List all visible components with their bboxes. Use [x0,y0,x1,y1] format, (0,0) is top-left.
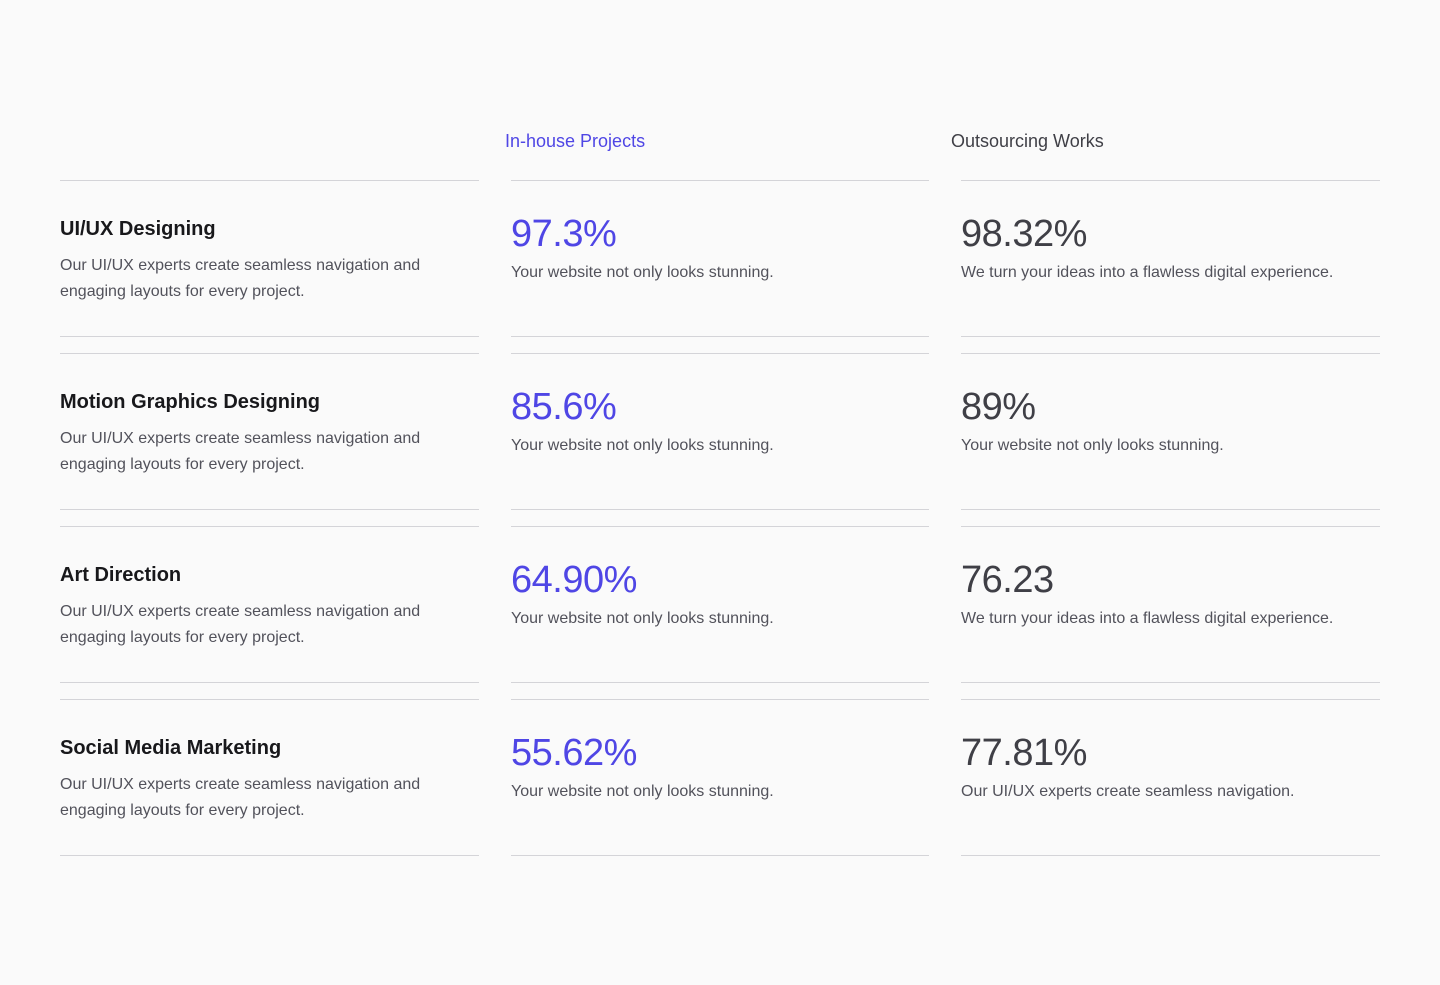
inhouse-stat-cell: 97.3% Your website not only looks stunni… [511,180,929,337]
service-title: Social Media Marketing [60,737,282,759]
service-description: Our UI/UX experts create seamless naviga… [60,257,421,300]
inhouse-projects-header: In-house Projects [505,131,646,151]
inhouse-stat-value: 55.62% [511,732,637,774]
service-title: UI/UX Designing [60,218,216,240]
service-row: UI/UX Designing Our UI/UX experts create… [60,180,1380,337]
outsourcing-stat-description: Your website not only looks stunning. [961,437,1224,454]
inhouse-stat-cell: 64.90% Your website not only looks stunn… [511,526,929,683]
service-row: Art Direction Our UI/UX experts create s… [60,526,1380,683]
service-description: Our UI/UX experts create seamless naviga… [60,603,421,646]
service-description: Our UI/UX experts create seamless naviga… [60,430,421,473]
outsourcing-stat-value: 89% [961,386,1036,428]
service-cell: Social Media Marketing Our UI/UX experts… [60,699,479,856]
inhouse-stat-value: 97.3% [511,213,617,255]
outsourcing-stat-value: 77.81% [961,732,1087,774]
inhouse-stat-description: Your website not only looks stunning. [511,610,774,627]
inhouse-stat-description: Your website not only looks stunning. [511,783,774,800]
inhouse-stat-value: 85.6% [511,386,617,428]
outsourcing-stat-cell: 89% Your website not only looks stunning… [961,353,1380,510]
inhouse-stat-description: Your website not only looks stunning. [511,437,774,454]
service-cell: UI/UX Designing Our UI/UX experts create… [60,180,479,337]
service-row: Social Media Marketing Our UI/UX experts… [60,699,1380,856]
outsourcing-stat-description: Our UI/UX experts create seamless naviga… [961,783,1295,800]
outsourcing-stat-value: 76.23 [961,559,1054,601]
service-description: Our UI/UX experts create seamless naviga… [60,776,421,819]
outsourcing-works-header: Outsourcing Works [951,131,1104,151]
inhouse-stat-cell: 85.6% Your website not only looks stunni… [511,353,929,510]
outsourcing-stat-cell: 76.23 We turn your ideas into a flawless… [961,526,1380,683]
outsourcing-stat-cell: 98.32% We turn your ideas into a flawles… [961,180,1380,337]
service-cell: Motion Graphics Designing Our UI/UX expe… [60,353,479,510]
inhouse-stat-value: 64.90% [511,559,637,601]
outsourcing-stat-cell: 77.81% Our UI/UX experts create seamless… [961,699,1380,856]
service-title: Motion Graphics Designing [60,391,321,413]
service-title: Art Direction [60,564,182,586]
service-row: Motion Graphics Designing Our UI/UX expe… [60,353,1380,510]
outsourcing-stat-value: 98.32% [961,213,1087,255]
outsourcing-stat-description: We turn your ideas into a flawless digit… [961,264,1334,281]
inhouse-stat-description: Your website not only looks stunning. [511,264,774,281]
outsourcing-stat-description: We turn your ideas into a flawless digit… [961,610,1334,627]
service-cell: Art Direction Our UI/UX experts create s… [60,526,479,683]
inhouse-stat-cell: 55.62% Your website not only looks stunn… [511,699,929,856]
